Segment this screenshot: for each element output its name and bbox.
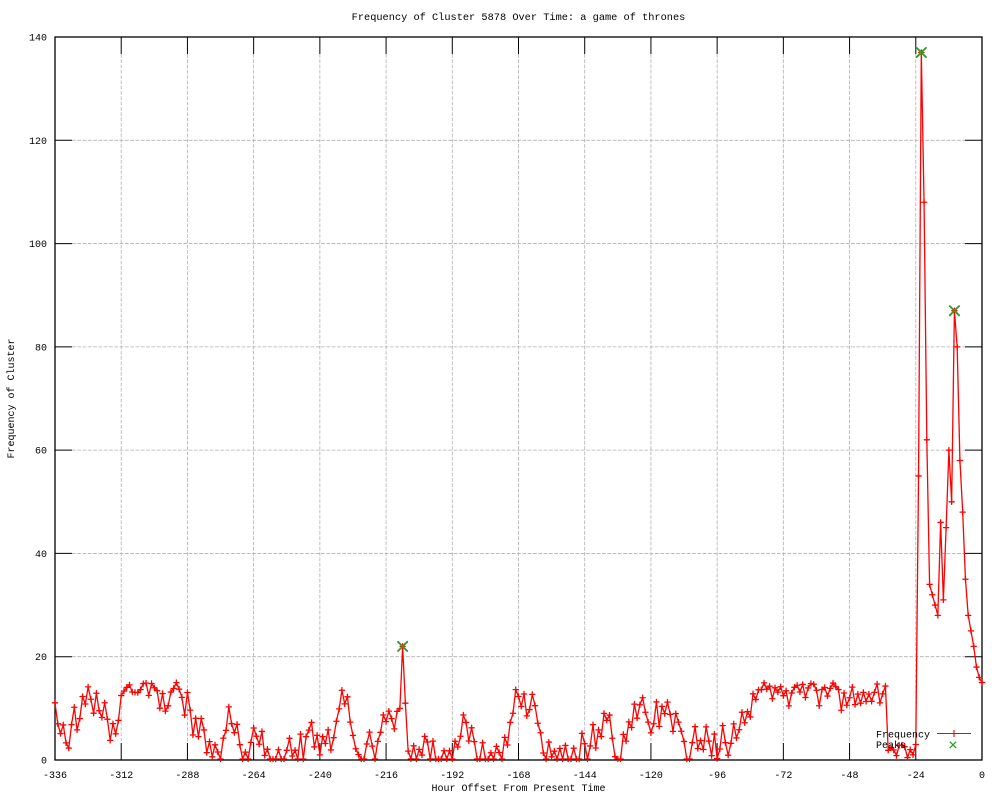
svg-text:60: 60 xyxy=(35,447,47,458)
svg-text:-264: -264 xyxy=(242,771,266,782)
svg-text:-120: -120 xyxy=(639,771,663,782)
svg-text:Peaks: Peaks xyxy=(876,740,906,752)
svg-text:-336: -336 xyxy=(43,771,67,782)
svg-text:Frequency: Frequency xyxy=(876,730,930,741)
svg-text:-48: -48 xyxy=(841,771,859,782)
svg-text:100: 100 xyxy=(29,240,47,251)
svg-text:20: 20 xyxy=(35,653,47,664)
svg-text:-96: -96 xyxy=(708,771,726,782)
svg-text:140: 140 xyxy=(29,34,47,45)
svg-text:-216: -216 xyxy=(374,771,398,782)
svg-text:0: 0 xyxy=(979,771,985,782)
svg-text:Frequency of Cluster: Frequency of Cluster xyxy=(6,338,18,458)
svg-text:120: 120 xyxy=(29,137,47,148)
svg-text:-24: -24 xyxy=(907,771,925,782)
svg-text:-312: -312 xyxy=(109,771,133,782)
svg-text:Hour Offset From Present Time: Hour Offset From Present Time xyxy=(431,783,605,795)
svg-text:-168: -168 xyxy=(506,771,530,782)
svg-text:40: 40 xyxy=(35,550,47,561)
svg-text:80: 80 xyxy=(35,343,47,354)
svg-text:-144: -144 xyxy=(573,771,597,782)
svg-text:-192: -192 xyxy=(440,771,464,782)
svg-text:-288: -288 xyxy=(175,771,199,782)
svg-text:-72: -72 xyxy=(774,771,792,782)
svg-text:0: 0 xyxy=(41,757,47,768)
svg-text:-240: -240 xyxy=(308,771,332,782)
svg-text:Frequency of Cluster 5878 Over: Frequency of Cluster 5878 Over Time: a g… xyxy=(352,12,686,24)
